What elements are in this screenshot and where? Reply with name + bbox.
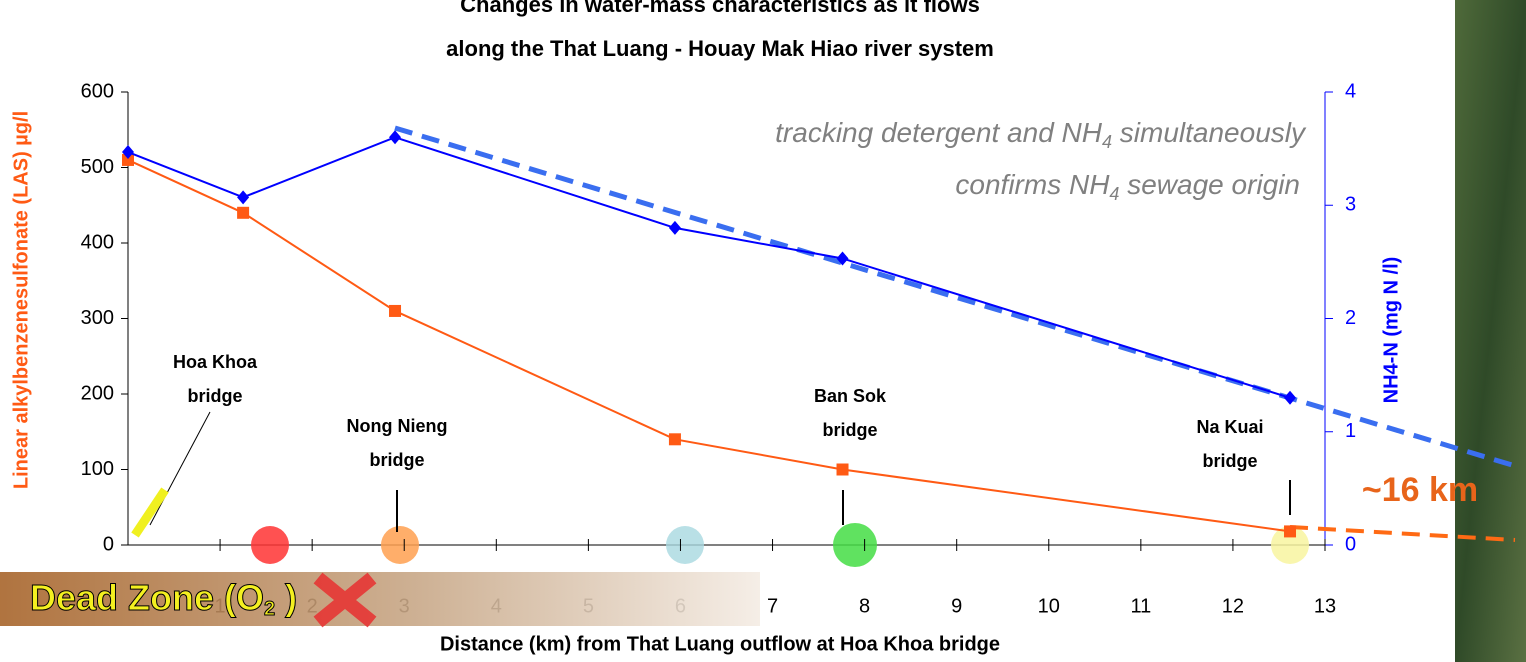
- bridge-label: Na Kuai: [1196, 417, 1263, 437]
- bridge-label: bridge: [369, 450, 424, 470]
- x-axis-label: Distance (km) from That Luang outflow at…: [440, 633, 1000, 655]
- y2-tick-label: 3: [1345, 194, 1356, 216]
- data-point: [668, 433, 681, 446]
- series-line: [127, 136, 1291, 399]
- data-point: [668, 220, 681, 235]
- y2-tick-label: 4: [1345, 80, 1356, 102]
- annotation-part: sewage origin: [1119, 169, 1300, 200]
- y2-axis-label: NH4-N (mg N /l): [1380, 257, 1402, 404]
- x-tick-label: 8: [859, 595, 870, 617]
- bridge-label: Ban Sok: [814, 386, 887, 406]
- dead-zone-part: O: [236, 577, 264, 618]
- site-dot: [251, 526, 289, 564]
- data-point: [389, 304, 402, 317]
- annotation-part: 4: [1102, 132, 1112, 152]
- annotation-part: 4: [1109, 184, 1119, 204]
- data-point: [237, 190, 250, 205]
- bridge-label: bridge: [1202, 451, 1257, 471]
- annotation-part: confirms NH: [955, 169, 1110, 200]
- dead-zone-part: 2: [264, 598, 275, 620]
- site-dot: [1271, 526, 1309, 564]
- annotation-part: simultaneously: [1112, 117, 1307, 148]
- bridge-label: bridge: [822, 420, 877, 440]
- annotation: tracking detergent and NH4 simultaneousl…: [775, 117, 1307, 151]
- site-dot: [666, 526, 704, 564]
- distance-note: ~16 km: [1362, 471, 1478, 509]
- y2-tick-label: 2: [1345, 307, 1356, 329]
- y2-tick-label: 1: [1345, 420, 1356, 442]
- dead-zone-banner: [0, 572, 760, 626]
- y-tick-label: 600: [81, 80, 114, 102]
- bridge-label: Nong Nieng: [347, 416, 448, 436]
- dead-zone-part: ): [275, 577, 297, 618]
- data-point: [237, 206, 250, 219]
- dead-zone-part: Dead Zone (: [30, 577, 236, 618]
- data-point: [1284, 525, 1297, 538]
- y-tick-label: 200: [81, 382, 114, 404]
- series-line: [127, 159, 1291, 533]
- annotation-part: tracking detergent and NH: [775, 117, 1103, 148]
- y2-tick-label: 0: [1345, 533, 1356, 555]
- title-line: Changes in water-mass characteristics as…: [460, 0, 980, 17]
- y-tick-label: 300: [81, 307, 114, 329]
- bridge-label: Hoa Khoa: [173, 352, 258, 372]
- data-point: [122, 153, 134, 166]
- data-point: [836, 251, 849, 266]
- title-line: along the That Luang - Houay Mak Hiao ri…: [446, 36, 994, 61]
- no-oxygen-cross: [313, 572, 377, 628]
- y-tick-label: 0: [103, 533, 114, 555]
- pointer: [131, 487, 169, 538]
- data-point: [836, 463, 849, 476]
- data-point: [389, 130, 402, 145]
- y-tick-label: 100: [81, 458, 114, 480]
- dead-zone-label: Dead Zone (O2 ): [30, 577, 297, 621]
- data-point: [122, 145, 134, 160]
- data-point: [1284, 390, 1297, 405]
- x-tick-label: 9: [951, 595, 962, 617]
- x-tick-label: 13: [1314, 595, 1336, 617]
- y-axis-label: Linear alkylbenzenesulfonate (LAS) µg/l: [10, 111, 32, 489]
- site-markers: [251, 523, 1309, 567]
- extrapolation-line: [1289, 525, 1516, 542]
- site-dot: [833, 523, 877, 567]
- annotation: confirms NH4 sewage origin: [955, 169, 1300, 203]
- x-tick-label: 7: [767, 595, 778, 617]
- pointer: [149, 411, 211, 526]
- x-tick-label: 10: [1038, 595, 1060, 617]
- y-tick-label: 400: [81, 231, 114, 253]
- x-tick-label: 12: [1222, 595, 1244, 617]
- y-tick-label: 500: [81, 156, 114, 178]
- bridge-label: bridge: [187, 386, 242, 406]
- slide-texture: [1455, 0, 1526, 662]
- site-dot: [381, 526, 419, 564]
- x-tick-label: 11: [1130, 595, 1151, 617]
